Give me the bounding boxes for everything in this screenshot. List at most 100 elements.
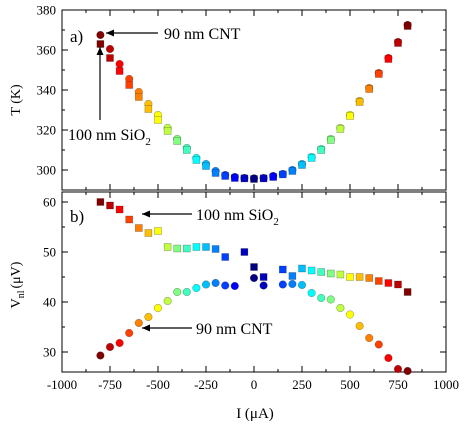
panel-b-label: b) [70, 207, 84, 226]
y-tick-label: 320 [37, 123, 57, 138]
data-point-square [298, 161, 306, 169]
y-tick-label: 60 [43, 195, 56, 210]
x-tick-label: 1000 [433, 377, 459, 392]
data-point-circle [297, 280, 307, 290]
x-tick-label: 750 [388, 377, 408, 392]
data-point-circle [259, 281, 268, 290]
data-point-square [192, 243, 201, 251]
data-point-circle [393, 364, 403, 374]
data-point-square [374, 277, 383, 285]
annotation-b-sio2-main: 100 nm SiO [196, 207, 273, 224]
data-point-square [374, 70, 383, 78]
data-point-circle [278, 280, 287, 289]
data-point-circle [96, 351, 105, 360]
data-point-circle [182, 287, 191, 297]
x-tick-label: -1000 [47, 377, 77, 392]
data-point-square [394, 280, 402, 289]
data-point-square [202, 243, 210, 251]
data-point-circle [249, 273, 259, 283]
data-point-square [154, 227, 162, 235]
panel-a-label: a) [70, 27, 83, 46]
data-point-square [125, 81, 133, 89]
data-point-square [115, 205, 124, 214]
y-tick-label: 380 [37, 3, 57, 18]
panel-b-y-axis-label: Vnl (μV) [9, 261, 27, 308]
panel-b-y-axis-label-main: V [9, 298, 24, 308]
data-point-circle [173, 287, 182, 297]
data-point-square [115, 67, 124, 75]
panel-a-frame [61, 9, 447, 191]
data-point-square [326, 136, 335, 144]
data-point-square [144, 229, 153, 237]
data-point-square [317, 268, 326, 276]
data-point-square [355, 98, 364, 106]
annotation-b-sio2-arrowhead [142, 210, 150, 218]
panel-a-points [96, 20, 412, 183]
y-tick-label: 340 [37, 83, 57, 98]
data-point-circle [317, 293, 326, 303]
data-point-square [183, 244, 191, 253]
panel-b: -1000 -750 -500 -250 0 250 500 750 100030405060 … [9, 191, 459, 422]
annotation-a-sio2-arrowhead [96, 47, 104, 55]
data-point-square [106, 201, 114, 210]
data-point-circle [403, 366, 412, 376]
data-point-square [173, 244, 181, 253]
data-point-square [250, 175, 258, 183]
annotation-b-sio2-text: 100 nm SiO2 [196, 207, 279, 228]
data-point-circle [374, 340, 383, 349]
data-point-square [326, 269, 335, 278]
annotation-b-cnt-arrowhead [142, 324, 150, 332]
x-tick-label: 250 [292, 377, 312, 392]
data-point-square [269, 173, 278, 181]
data-point-square [365, 85, 374, 93]
data-point-circle [345, 310, 355, 319]
data-point-square [106, 54, 114, 62]
data-point-square [384, 279, 393, 287]
data-point-circle [115, 59, 124, 69]
data-point-square [278, 170, 287, 179]
annotation-a-sio2: 100 nm SiO2 [68, 47, 151, 148]
y-tick-label: 30 [43, 345, 56, 360]
annotation-a-sio2-main: 100 nm SiO [68, 127, 145, 144]
data-point-square [231, 174, 239, 182]
data-point-circle [105, 44, 115, 54]
data-point-square [250, 263, 258, 271]
data-point-circle [221, 281, 230, 290]
data-point-square [144, 105, 153, 113]
data-point-square [202, 162, 210, 170]
data-point-square [135, 224, 143, 232]
data-point-square [240, 248, 249, 256]
data-point-circle [307, 288, 316, 298]
annotation-a-cnt: 90 nm CNT [106, 26, 241, 43]
data-point-circle [153, 303, 163, 313]
data-point-square [221, 253, 229, 261]
data-point-circle [288, 279, 297, 289]
panel-b-y-axis-label-sub: nl [16, 290, 27, 298]
annotation-b-cnt: 90 nm CNT [142, 321, 273, 338]
data-point-square [307, 154, 316, 162]
data-point-square [298, 264, 306, 273]
data-point-circle [201, 280, 211, 289]
data-point-circle [336, 303, 345, 313]
data-point-circle [134, 318, 143, 328]
annotation-a-sio2-text: 100 nm SiO2 [68, 127, 151, 148]
data-point-circle [211, 278, 220, 288]
annotation-b-cnt-text: 90 nm CNT [196, 321, 273, 338]
data-point-square [403, 22, 412, 30]
data-point-circle [192, 283, 201, 293]
data-point-circle [125, 328, 134, 338]
data-point-square [192, 156, 201, 164]
data-point-square [96, 40, 105, 48]
data-point-square [288, 272, 297, 280]
y-tick-label: 360 [37, 43, 57, 58]
annotation-a-cnt-arrowhead [106, 29, 114, 37]
data-point-square [183, 146, 191, 154]
data-point-square [96, 198, 105, 206]
x-tick-label: 500 [340, 377, 360, 392]
x-axis-label: I (μA) [236, 406, 274, 422]
panel-b-y-axis-label-unit: (μV) [9, 261, 24, 288]
data-point-square [307, 266, 316, 275]
panel-b-ticks: -1000 -750 -500 -250 0 250 500 750 1000 30 40 50 60 [43, 192, 459, 392]
data-point-square [288, 167, 297, 175]
